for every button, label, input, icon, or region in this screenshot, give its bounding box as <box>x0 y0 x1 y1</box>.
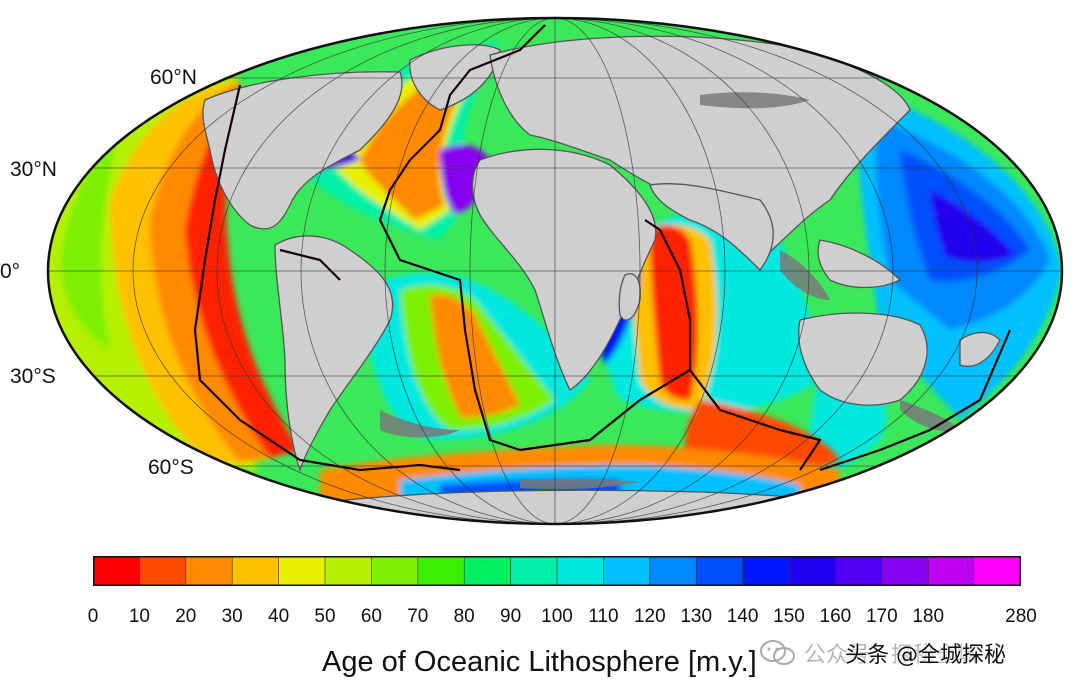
lat-label-30s: 30°S <box>10 365 56 388</box>
colorbar-segment <box>464 556 512 586</box>
colorbar-segment <box>881 556 929 586</box>
colorbar-segment <box>139 556 187 586</box>
colorbar-tick-label: 170 <box>865 606 898 627</box>
colorbar-segment <box>928 556 976 586</box>
colorbar-tick-label: 130 <box>680 606 713 627</box>
colorbar-tick-label: 180 <box>912 606 945 627</box>
colorbar-tick-label: 60 <box>360 606 382 627</box>
colorbar-tick-label: 110 <box>588 606 619 627</box>
colorbar-tick-label: 40 <box>268 606 290 627</box>
colorbar-tick-label: 160 <box>819 606 852 627</box>
legend-caption: Age of Oceanic Lithosphere [m.y.] <box>322 646 757 678</box>
colorbar-segment <box>325 556 372 586</box>
colorbar-tick-label: 100 <box>541 606 573 627</box>
colorbar-tick-label: 120 <box>633 606 666 627</box>
colorbar-tick-label: 140 <box>726 606 759 627</box>
watermark-strong-text: 头条 @全城探秘 <box>844 643 1006 668</box>
globe-outline <box>46 16 1064 526</box>
colorbar-segment <box>278 556 326 586</box>
colorbar-segment <box>742 556 790 586</box>
colorbar-tick-label: 0 <box>87 606 99 627</box>
east-pacific-bands <box>48 75 300 470</box>
colorbar-segment <box>603 556 651 586</box>
colorbar-tick-label: 10 <box>128 606 150 627</box>
colorbar-tick-label: 30 <box>221 606 243 627</box>
continental-shelves <box>380 92 960 490</box>
colorbar-segment <box>696 556 744 586</box>
lat-label-equator: 0° <box>0 260 21 283</box>
colorbar-segment <box>835 556 883 586</box>
colorbar-tick-label: 280 <box>1005 606 1037 627</box>
colorbar-segment <box>649 556 697 586</box>
colorbar-tick-label: 90 <box>500 606 522 627</box>
colorbar-segment <box>510 556 558 586</box>
lat-label-30n: 30°N <box>10 158 57 181</box>
colorbar-tick-label: 70 <box>407 606 429 627</box>
age-colorbar <box>93 556 1021 586</box>
wechat-icon <box>760 640 795 665</box>
lat-label-60s: 60°S <box>148 456 194 479</box>
watermark-faint-text: 公众号 · 探秘全城 <box>804 643 979 668</box>
colorbar-segment <box>789 556 836 586</box>
colorbar-tick-label: 150 <box>773 606 805 627</box>
colorbar-segment <box>371 556 419 586</box>
lat-label-60n: 60°N <box>150 66 197 89</box>
colorbar-segment <box>232 556 280 586</box>
graticule <box>48 18 1062 524</box>
colorbar-segment <box>417 556 465 586</box>
colorbar-segment <box>185 556 233 586</box>
watermark: 公众号 · 探秘全城 头条 @全城探秘 <box>758 628 1068 678</box>
colorbar-tick-label: 50 <box>314 606 336 627</box>
colorbar-segment <box>93 556 140 586</box>
colorbar-segment <box>557 556 604 586</box>
colorbar-segment <box>974 556 1021 586</box>
world-map <box>46 16 1064 526</box>
colorbar-tick-label: 20 <box>175 606 197 627</box>
colorbar-tick-label: 80 <box>453 606 475 627</box>
